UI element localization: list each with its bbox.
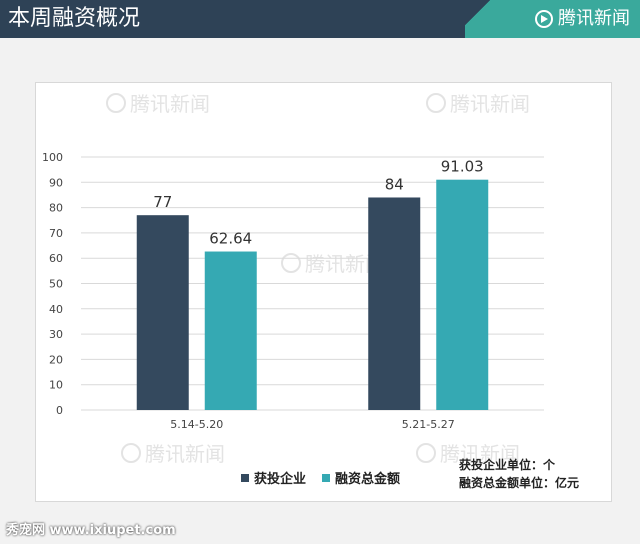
unit-notes: 获投企业单位：个 融资总金额单位：亿元 — [459, 456, 579, 492]
brand-logo: 腾讯新闻 — [534, 8, 630, 30]
legend-item: 融资总金额 — [322, 468, 400, 487]
legend-swatch — [241, 473, 249, 482]
header-bar: 本周融资概况 腾讯新闻 — [0, 0, 640, 38]
watermark-text: 腾讯新闻 — [145, 442, 225, 466]
bar — [136, 215, 189, 410]
watermark-logo-icon — [416, 442, 436, 463]
bar — [436, 179, 489, 410]
y-tick-label: 80 — [49, 202, 63, 215]
bar-chart: 0 10 20 30 40 50 60 70 80 90 100 77 62.64 5.14-5.20 84… — [42, 151, 544, 431]
bar — [368, 197, 421, 410]
legend-label: 融资总金额 — [335, 472, 401, 487]
y-tick-label: 40 — [49, 303, 63, 316]
data-label: 84 — [385, 175, 404, 193]
y-tick-label: 60 — [49, 252, 63, 265]
page-title: 本周融资概况 — [8, 6, 141, 31]
unit-note-companies: 获投企业单位：个 — [459, 458, 556, 472]
y-tick-label: 70 — [49, 227, 63, 240]
legend-label: 获投企业 — [254, 472, 307, 487]
x-tick-label: 5.21-5.27 — [402, 418, 455, 431]
bar — [204, 251, 257, 410]
watermark-logo-icon — [281, 252, 301, 273]
legend-swatch — [322, 473, 331, 482]
data-label: 91.03 — [441, 158, 484, 176]
brand-area: 腾讯新闻 — [465, 0, 640, 38]
site-watermark: 秀宠网 www.ixiupet.com — [6, 523, 176, 538]
y-tick-label: 50 — [49, 278, 63, 291]
y-tick-label: 90 — [49, 176, 63, 189]
watermark: 腾讯新闻 — [106, 88, 210, 117]
watermark-text: 腾讯新闻 — [440, 442, 520, 466]
x-tick-label: 5.14-5.20 — [170, 418, 223, 431]
y-tick-label: 100 — [42, 151, 63, 164]
watermark: 腾讯新闻 — [426, 88, 530, 117]
data-label: 62.64 — [209, 230, 252, 248]
brand-name: 腾讯新闻 — [558, 8, 630, 29]
legend: 获投企业 融资总金额 — [241, 468, 400, 487]
watermark-logo-icon — [121, 442, 141, 463]
tencent-news-logo-icon — [534, 9, 554, 29]
watermark: 腾讯新闻 — [416, 438, 520, 467]
y-tick-label: 20 — [49, 353, 63, 366]
legend-item: 获投企业 — [241, 468, 306, 487]
y-tick-label: 30 — [49, 328, 63, 341]
watermark-logo-icon — [426, 92, 446, 113]
data-label: 77 — [153, 193, 172, 211]
unit-note-amount: 融资总金额单位：亿元 — [459, 476, 580, 490]
y-tick-label: 0 — [56, 404, 63, 417]
y-tick-label: 10 — [49, 379, 63, 392]
chart-card: 腾讯新闻 腾讯新闻 腾讯新闻 腾讯新闻 腾讯新闻 0 10 20 30 40 50 60 70… — [35, 82, 612, 502]
watermark-logo-icon — [106, 92, 126, 113]
watermark-text: 腾讯新闻 — [450, 92, 530, 116]
watermark-text: 腾讯新闻 — [130, 92, 210, 116]
watermark: 腾讯新闻 — [121, 438, 225, 467]
